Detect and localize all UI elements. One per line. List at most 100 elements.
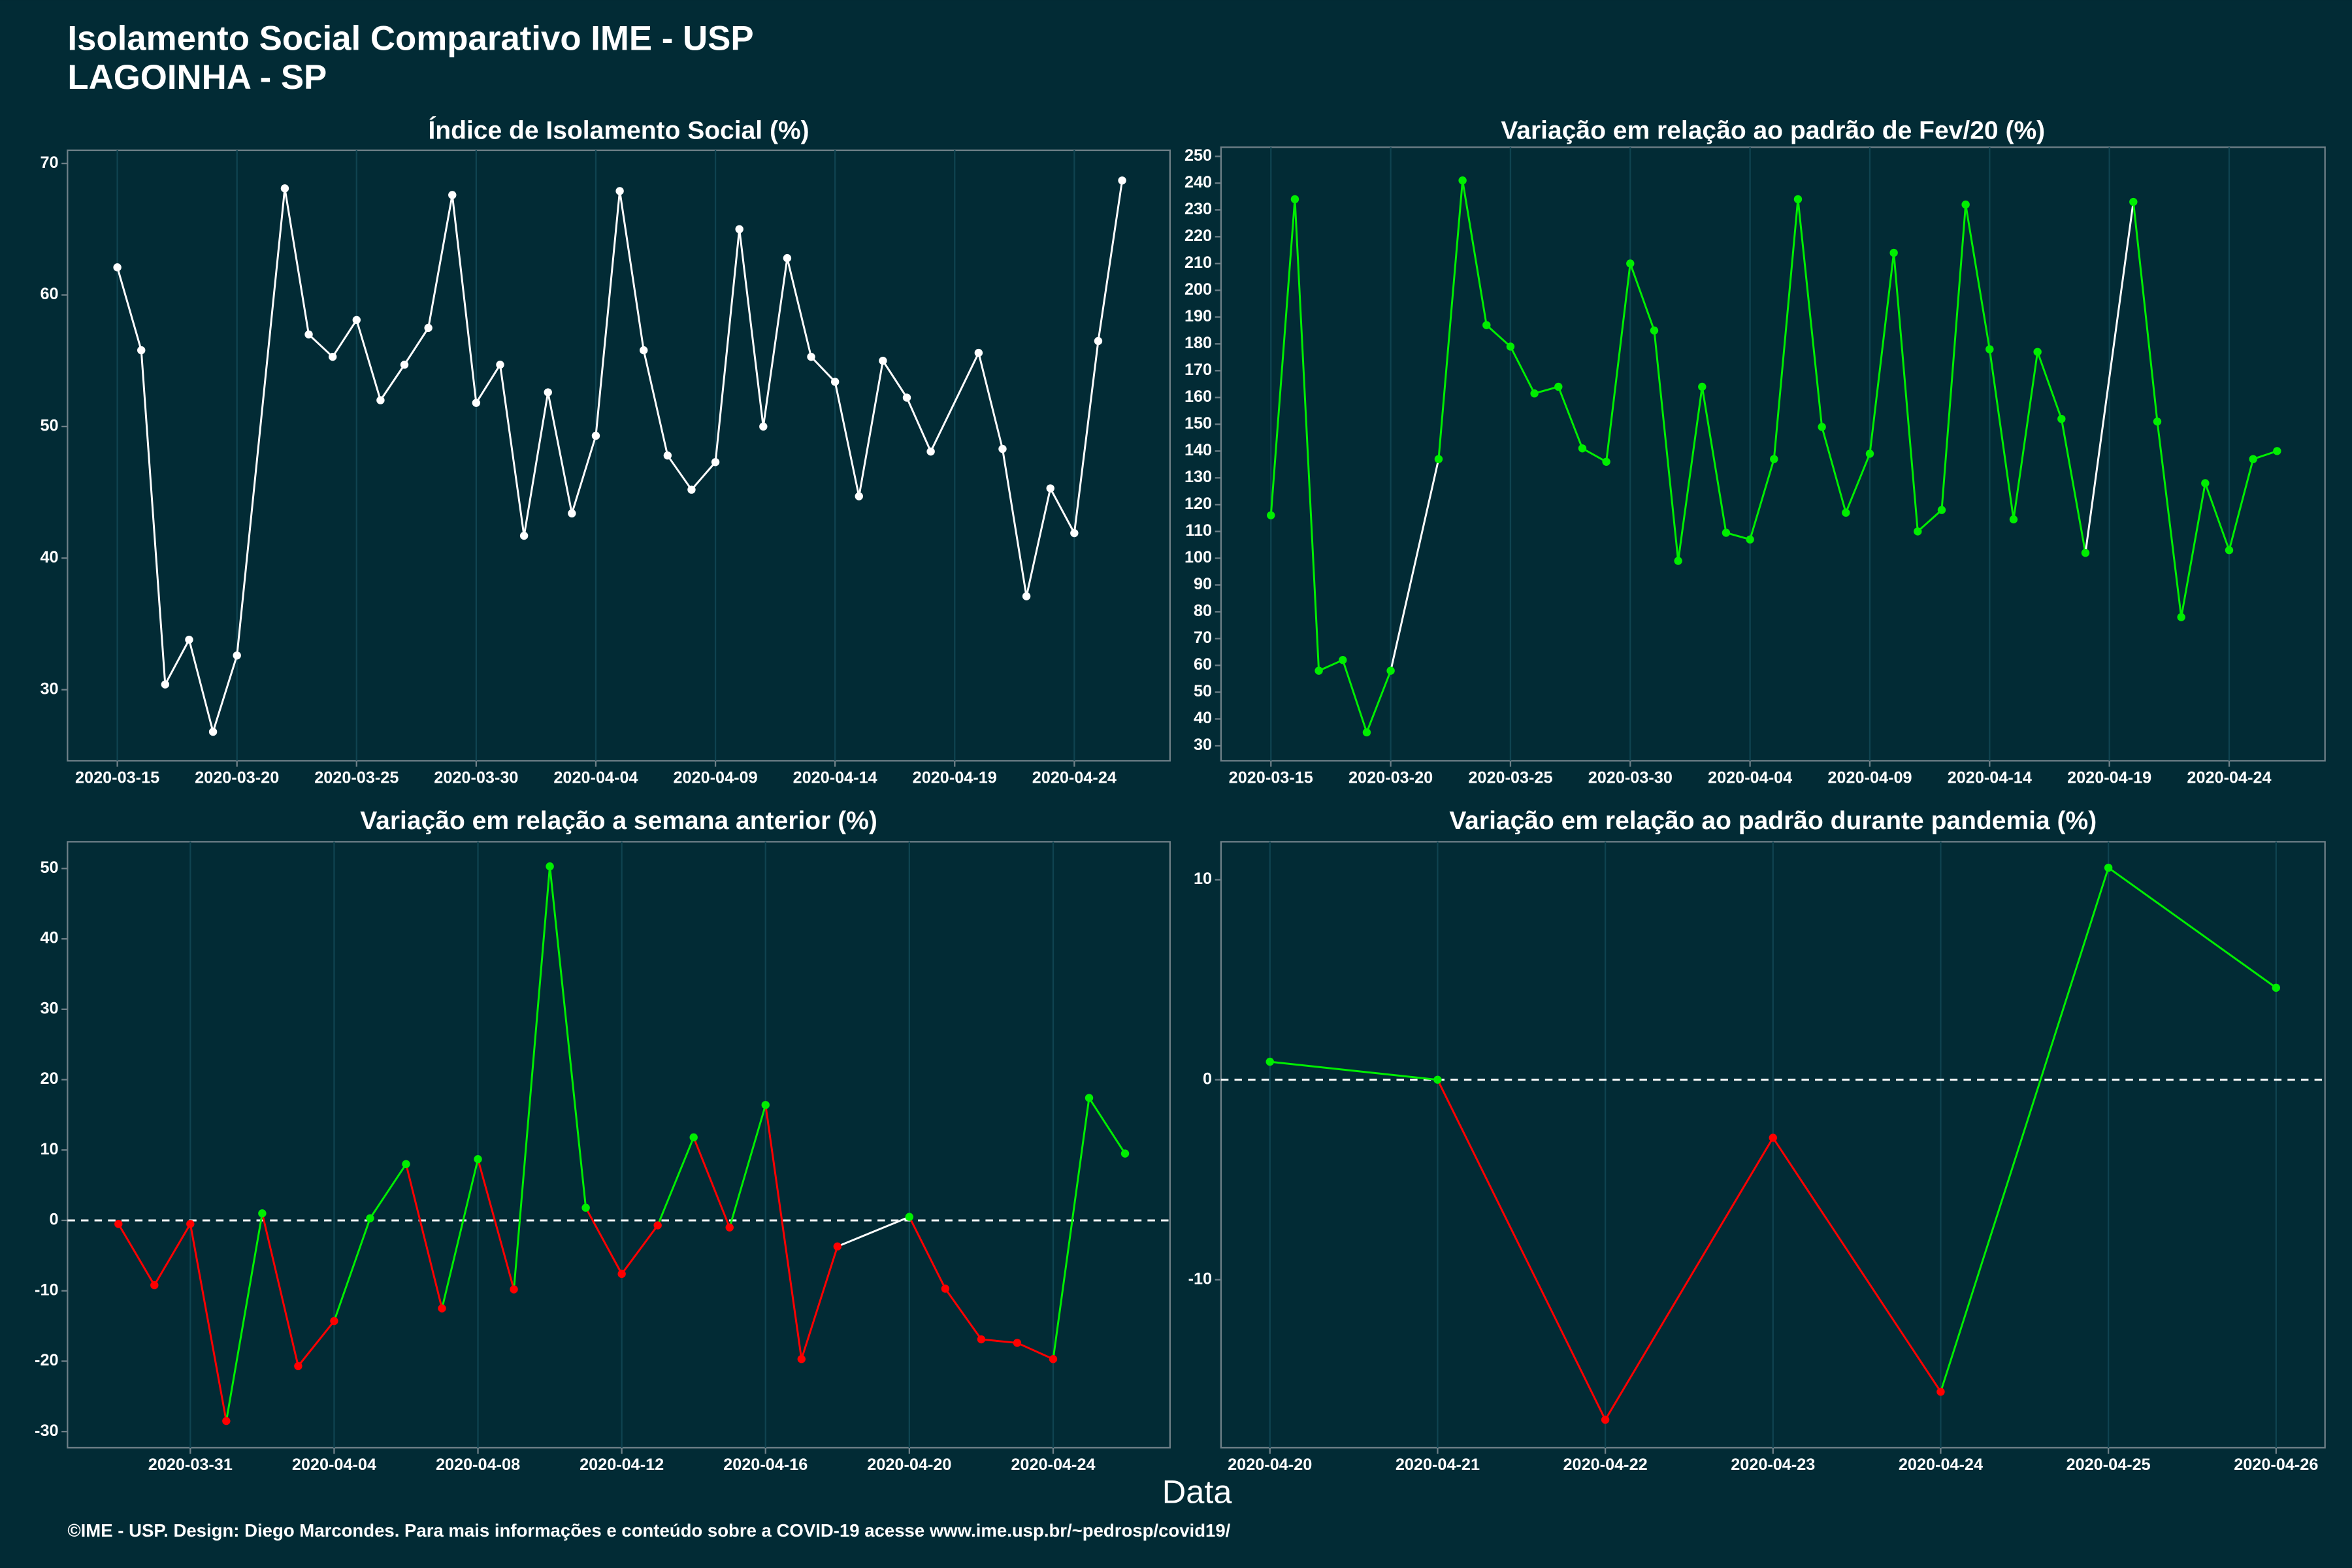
line-segment bbox=[1509, 346, 1535, 394]
x-tick-label: 2020-04-25 bbox=[2066, 1456, 2151, 1474]
line-segment bbox=[1893, 252, 1919, 532]
data-point bbox=[1118, 176, 1126, 185]
data-point bbox=[1889, 248, 1898, 257]
line-segment bbox=[786, 257, 812, 357]
y-tick-label: 10 bbox=[40, 1140, 58, 1158]
data-point bbox=[1746, 535, 1754, 544]
y-tick-label: 40 bbox=[1194, 709, 1212, 727]
y-tick-label: -10 bbox=[1188, 1269, 1213, 1288]
line-segment bbox=[1629, 263, 1656, 331]
line-segment bbox=[188, 639, 214, 732]
y-tick-label: 50 bbox=[40, 858, 58, 877]
line-segment bbox=[369, 1163, 407, 1219]
x-tick-label: 2020-04-04 bbox=[1708, 769, 1792, 787]
line-segment bbox=[1390, 459, 1440, 671]
panel-title: Variação em relação a semana anterior (%… bbox=[360, 807, 877, 835]
x-tick-label: 2020-04-24 bbox=[1011, 1456, 1095, 1474]
x-tick-label: 2020-04-20 bbox=[867, 1456, 951, 1474]
data-point bbox=[258, 1209, 267, 1218]
y-tick-label: 150 bbox=[1184, 414, 1212, 433]
line-segment bbox=[261, 1213, 299, 1367]
data-point bbox=[687, 485, 696, 494]
x-tick-label: 2020-04-14 bbox=[793, 769, 877, 787]
line-segment bbox=[1437, 180, 1464, 459]
line-segment bbox=[762, 257, 789, 427]
x-tick-label: 2020-04-04 bbox=[553, 769, 638, 787]
line-segment bbox=[1988, 349, 2015, 520]
line-segment bbox=[1844, 453, 1871, 514]
y-tick-label: 140 bbox=[1184, 441, 1212, 459]
data-point bbox=[185, 635, 193, 644]
x-tick-label: 2020-03-30 bbox=[1588, 769, 1673, 787]
data-point bbox=[222, 1416, 231, 1426]
line-segment bbox=[570, 435, 597, 514]
data-point bbox=[1578, 444, 1587, 453]
data-point bbox=[2225, 546, 2234, 555]
data-point bbox=[366, 1214, 374, 1222]
line-segment bbox=[1772, 199, 1799, 459]
data-point bbox=[1626, 259, 1635, 268]
y-tick-label: 210 bbox=[1184, 253, 1212, 272]
line-segment bbox=[1965, 204, 1991, 350]
line-segment bbox=[403, 327, 429, 366]
line-segment bbox=[475, 364, 501, 404]
x-tick-label: 2020-04-23 bbox=[1731, 1456, 1815, 1474]
data-point bbox=[1937, 506, 1946, 514]
data-point bbox=[640, 346, 648, 355]
panel-title: Variação em relação ao padrão de Fev/20 … bbox=[1501, 117, 2045, 145]
y-tick-label: 50 bbox=[40, 417, 58, 435]
line-segment bbox=[140, 350, 167, 685]
data-point bbox=[2009, 515, 2018, 524]
line-segment bbox=[858, 360, 884, 497]
line-segment bbox=[1294, 199, 1320, 671]
data-point bbox=[1506, 342, 1515, 351]
line-segment bbox=[2132, 201, 2159, 422]
data-point bbox=[1458, 176, 1467, 185]
data-point bbox=[376, 396, 385, 404]
data-point bbox=[2104, 863, 2113, 872]
line-segment bbox=[380, 364, 406, 401]
x-tick-label: 2020-04-08 bbox=[436, 1456, 520, 1474]
line-segment bbox=[1917, 509, 1942, 532]
data-point bbox=[998, 444, 1007, 453]
data-point bbox=[472, 399, 481, 407]
x-tick-label: 2020-04-09 bbox=[673, 769, 757, 787]
data-point bbox=[496, 361, 504, 369]
line-segment bbox=[693, 1137, 731, 1228]
line-segment bbox=[1653, 330, 1680, 561]
y-tick-label: 30 bbox=[40, 679, 58, 698]
line-segment bbox=[1341, 659, 1368, 733]
data-point bbox=[1013, 1339, 1022, 1347]
data-point bbox=[510, 1285, 518, 1294]
data-point bbox=[711, 458, 720, 466]
data-point bbox=[113, 263, 122, 272]
line-segment bbox=[930, 352, 980, 452]
line-segment bbox=[1605, 263, 1631, 462]
line-segment bbox=[2228, 459, 2255, 551]
data-point bbox=[879, 356, 887, 365]
line-segment bbox=[477, 1158, 515, 1290]
data-point bbox=[1601, 1415, 1610, 1424]
line-segment bbox=[1701, 386, 1727, 533]
line-segment bbox=[236, 188, 286, 656]
data-point bbox=[2153, 417, 2162, 426]
data-point bbox=[830, 378, 840, 386]
line-segment bbox=[981, 1338, 1018, 1344]
data-point bbox=[208, 727, 218, 736]
line-segment bbox=[691, 461, 717, 491]
data-point bbox=[424, 323, 433, 333]
data-point bbox=[1022, 592, 1031, 600]
data-point bbox=[474, 1155, 482, 1164]
x-tick-label: 2020-03-15 bbox=[1229, 769, 1313, 787]
y-tick-label: 120 bbox=[1184, 495, 1212, 513]
data-point bbox=[653, 1221, 662, 1230]
y-tick-label: 70 bbox=[1194, 629, 1212, 647]
line-segment bbox=[657, 1137, 695, 1226]
y-tick-label: 240 bbox=[1184, 173, 1212, 191]
data-point bbox=[233, 651, 241, 660]
data-point bbox=[1936, 1388, 1945, 1396]
line-segment bbox=[2084, 201, 2134, 553]
data-point bbox=[615, 187, 624, 195]
data-point bbox=[1315, 666, 1323, 675]
